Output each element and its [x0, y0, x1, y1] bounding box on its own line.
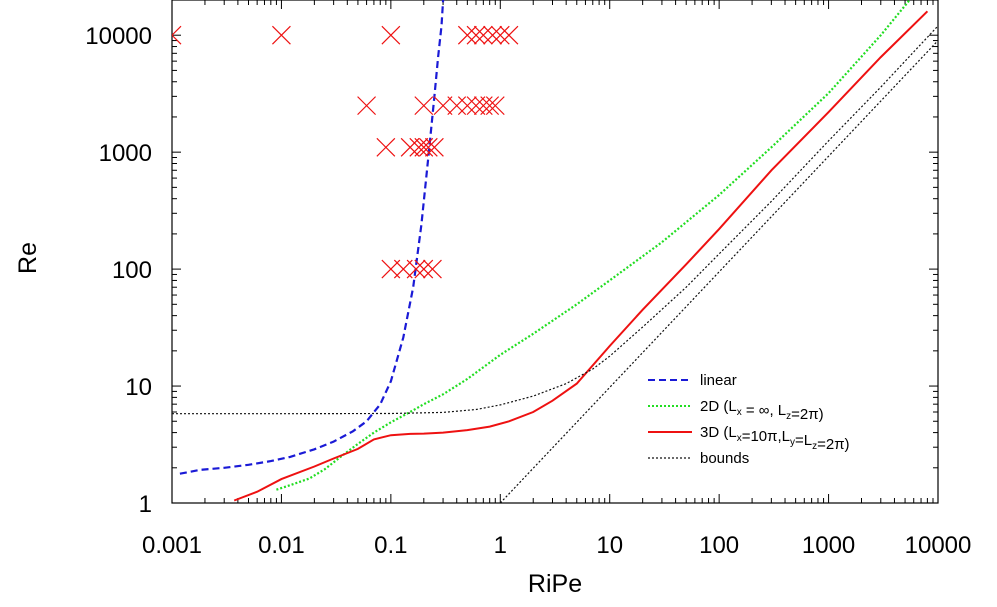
legend: linear 2D (Lx = ∞, Lz=2π)3D (Lx=10π,Ly=Lz… [648, 372, 850, 467]
series-line-2d [276, 0, 911, 491]
series-line-3d [233, 10, 929, 502]
plot-frame [171, 0, 939, 504]
axis-ticks [171, 0, 939, 504]
marker-x [172, 25, 182, 45]
marker-layer [172, 25, 519, 279]
marker-x [400, 137, 420, 157]
marker-x [381, 25, 401, 45]
x-tick-label: 1 [494, 532, 507, 559]
marker-x [414, 96, 434, 116]
marker-x [409, 137, 429, 157]
y-tick-label: 1000 [99, 140, 152, 167]
legend-label: 3D (Lx=10π,Ly=Lz=2π) [700, 424, 850, 453]
marker-x [473, 25, 493, 45]
x-tick-label: 0.001 [142, 532, 202, 559]
marker-x [406, 259, 426, 279]
marker-x [485, 96, 505, 116]
marker-x [433, 96, 453, 116]
marker-x [418, 137, 438, 157]
marker-x [357, 96, 377, 116]
x-tick-label: 0.01 [258, 532, 305, 559]
legend-label: bounds [700, 450, 749, 467]
x-tick-label: 1000 [802, 532, 855, 559]
legend-label: linear [700, 372, 737, 389]
marker-x [447, 96, 467, 116]
y-axis-title: Re [14, 242, 42, 274]
series-line-linear [179, 0, 445, 475]
series-line-bounds-0 [172, 25, 938, 415]
marker-x [466, 96, 486, 116]
y-tick-label: 100 [112, 257, 152, 284]
x-tick-label: 0.1 [374, 532, 407, 559]
marker-x [457, 25, 477, 45]
y-tick-label: 10000 [85, 23, 152, 50]
legend-label: 2D (Lx = ∞, Lz=2π) [700, 398, 824, 423]
marker-x [457, 96, 477, 116]
marker-x [499, 25, 519, 45]
marker-x [414, 137, 434, 157]
marker-x [272, 25, 291, 45]
y-tick-label: 10 [125, 374, 152, 401]
y-tick-label: 1 [139, 491, 152, 518]
marker-x [466, 25, 486, 45]
marker-x [414, 259, 434, 279]
marker-x [423, 259, 442, 279]
marker-x [483, 25, 502, 45]
x-tick-label: 10 [596, 532, 623, 559]
marker-x [490, 25, 510, 45]
series-layer [172, 0, 938, 503]
x-tick-label: 100 [699, 532, 739, 559]
x-axis-title: RiPe [528, 570, 582, 598]
marker-x [480, 96, 500, 116]
x-tick-label: 10000 [905, 532, 972, 559]
tick-labels: 0.001 0.01 0.1 1 10 100 1000 10000 1 10 100 1000 100… [85, 23, 971, 559]
marker-x [424, 137, 444, 157]
marker-x [376, 137, 396, 157]
